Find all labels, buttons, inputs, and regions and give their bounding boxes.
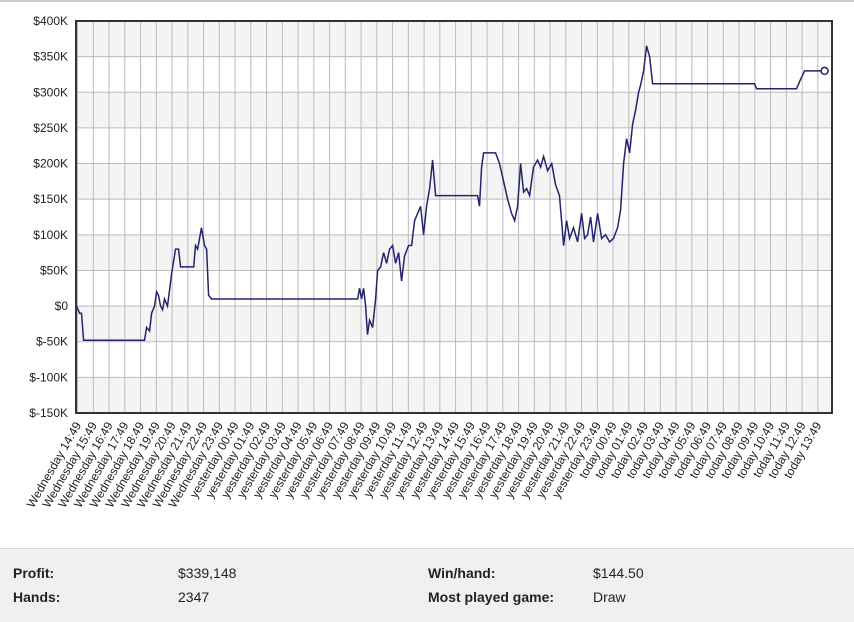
y-tick-label: $0 bbox=[55, 299, 69, 313]
stat-label: Hands: bbox=[13, 589, 61, 605]
stat-value: Draw bbox=[593, 589, 626, 605]
profit-line bbox=[75, 45, 825, 342]
grid-band bbox=[76, 21, 832, 57]
y-tick-label: $400K bbox=[33, 14, 68, 28]
chart: $-150K $-100K $-50K $0 $50K $100K $150K $200K $2… bbox=[0, 0, 854, 510]
y-tick-label: $300K bbox=[33, 85, 68, 99]
y-tick-label: $250K bbox=[33, 121, 68, 135]
stat-value: 2347 bbox=[178, 589, 210, 605]
y-tick-label: $350K bbox=[33, 50, 68, 64]
stats-panel: Profit: $339,148 Win/hand: $144.50 Hands: 234… bbox=[0, 548, 854, 622]
y-tick-label: $100K bbox=[33, 228, 68, 242]
y-tick-label: $-50K bbox=[36, 335, 68, 349]
grid-band bbox=[76, 234, 832, 271]
y-tick-label: $50K bbox=[40, 263, 68, 277]
grid-band bbox=[76, 163, 832, 200]
stat-label: Most played game: bbox=[428, 589, 555, 605]
stat-value: $144.50 bbox=[593, 565, 644, 581]
grid-band bbox=[76, 92, 832, 128]
grid-band bbox=[76, 377, 832, 413]
y-tick-label: $150K bbox=[33, 192, 68, 206]
y-tick-label: $200K bbox=[33, 157, 68, 171]
y-tick-label: $-150K bbox=[29, 406, 68, 420]
stat-label: Profit: bbox=[13, 565, 55, 581]
stat-value: $339,148 bbox=[178, 565, 237, 581]
y-tick-label: $-100K bbox=[29, 370, 68, 384]
plot-background bbox=[76, 21, 832, 413]
grid-band bbox=[76, 306, 832, 342]
end-marker bbox=[820, 66, 829, 76]
stat-label: Win/hand: bbox=[428, 565, 496, 581]
plot-border bbox=[75, 20, 833, 414]
